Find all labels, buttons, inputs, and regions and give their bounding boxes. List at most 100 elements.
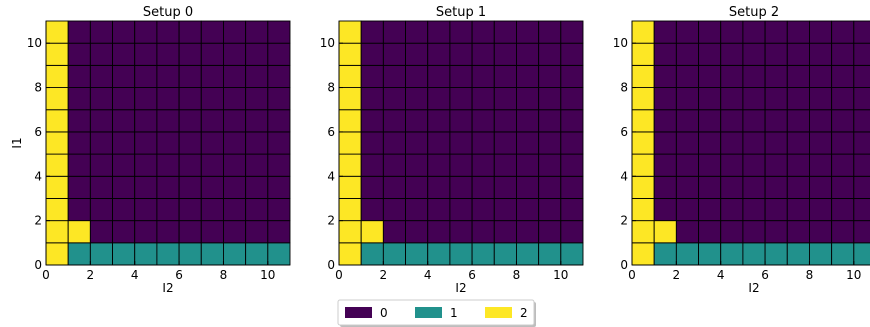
- heatmap-cell: [134, 220, 158, 244]
- heatmap-cell: [698, 64, 722, 88]
- heatmap-cell: [471, 64, 495, 88]
- heatmap-cell: [200, 242, 224, 266]
- heatmap-cell: [742, 175, 766, 199]
- heatmap-cell: [786, 220, 810, 244]
- heatmap-cell: [382, 198, 406, 222]
- heatmap-cell: [653, 153, 677, 177]
- heatmap-cell: [653, 175, 677, 199]
- x-tick-label: 2: [380, 268, 388, 282]
- heatmap-cell: [223, 42, 247, 66]
- heatmap-cell: [831, 20, 855, 44]
- heatmap-cell: [156, 87, 180, 111]
- heatmap-cell: [89, 153, 113, 177]
- heatmap-cell: [45, 131, 69, 155]
- heatmap-cell: [698, 220, 722, 244]
- x-tick-label: 0: [42, 268, 50, 282]
- heatmap-cell: [405, 42, 429, 66]
- heatmap-cell: [449, 20, 473, 44]
- heatmap-cell: [89, 87, 113, 111]
- heatmap-cell: [267, 64, 291, 88]
- heatmap-cell: [493, 220, 517, 244]
- heatmap-cell: [742, 220, 766, 244]
- heatmap-cell: [112, 175, 136, 199]
- heatmap-cell: [786, 153, 810, 177]
- heatmap-cell: [405, 153, 429, 177]
- x-tick-label: 2: [673, 268, 681, 282]
- heatmap-cell: [178, 109, 202, 133]
- y-tick-label: 2: [327, 214, 335, 228]
- chart-panel-0: 0 2 4 6 8 10 0 2 4 6 8 10 Setup 0 I2 I1: [10, 5, 291, 295]
- y-tick-label: 6: [34, 125, 42, 139]
- heatmap-cell: [427, 242, 451, 266]
- heatmap-cell: [631, 109, 655, 133]
- heatmap-cell: [449, 87, 473, 111]
- heatmap-cell: [134, 131, 158, 155]
- heatmap-cell: [267, 20, 291, 44]
- heatmap-cell: [742, 42, 766, 66]
- heatmap-cell: [245, 64, 269, 88]
- heatmap-cell: [382, 153, 406, 177]
- heatmap-cell: [675, 198, 699, 222]
- heatmap-cell: [178, 64, 202, 88]
- heatmap-cell: [493, 87, 517, 111]
- x-tick-label: 4: [131, 268, 139, 282]
- heatmap-cell: [471, 42, 495, 66]
- heatmap-cell: [516, 64, 540, 88]
- heatmap-cell: [720, 64, 744, 88]
- heatmap-cell: [809, 175, 833, 199]
- heatmap-cell: [382, 109, 406, 133]
- heatmap-cell: [67, 153, 91, 177]
- heatmap-cell: [67, 109, 91, 133]
- heatmap-cell: [698, 20, 722, 44]
- heatmap-cell: [853, 87, 870, 111]
- heatmap-cell: [471, 198, 495, 222]
- heatmap-cell: [200, 109, 224, 133]
- heatmap-cell: [653, 42, 677, 66]
- heatmap-cell: [786, 42, 810, 66]
- heatmap-cell: [742, 198, 766, 222]
- heatmap-cell: [45, 87, 69, 111]
- heatmap-cell: [200, 131, 224, 155]
- heatmap-cell: [338, 42, 362, 66]
- heatmap-cell: [831, 131, 855, 155]
- x-tick-label: 8: [806, 268, 814, 282]
- heatmap-cell: [449, 242, 473, 266]
- heatmap-cell: [360, 87, 384, 111]
- heatmap-cell: [493, 175, 517, 199]
- heatmap-cell: [67, 198, 91, 222]
- heatmap-cell: [382, 87, 406, 111]
- heatmap-cell: [853, 42, 870, 66]
- heatmap-cell: [360, 242, 384, 266]
- heatmap-cell: [223, 131, 247, 155]
- heatmap-cell: [223, 109, 247, 133]
- heatmap-cell: [786, 87, 810, 111]
- heatmap-cell: [338, 175, 362, 199]
- heatmap-cell: [382, 175, 406, 199]
- heatmap-cell: [200, 64, 224, 88]
- y-tick-label: 10: [320, 36, 335, 50]
- legend: 0 1 2: [337, 299, 536, 327]
- heatmap-cell: [809, 153, 833, 177]
- heatmap-cell: [764, 42, 788, 66]
- heatmap-cell: [698, 87, 722, 111]
- heatmap-cell: [653, 109, 677, 133]
- heatmap-cell: [698, 175, 722, 199]
- heatmap-cell: [449, 153, 473, 177]
- heatmap-cell: [560, 153, 584, 177]
- heatmap-cell: [45, 198, 69, 222]
- heatmap-cell: [698, 242, 722, 266]
- heatmap-cell: [245, 109, 269, 133]
- heatmap-cell: [156, 20, 180, 44]
- x-tick-label: 8: [220, 268, 228, 282]
- heatmap-cell: [245, 198, 269, 222]
- heatmap-cell: [178, 242, 202, 266]
- heatmap-cell: [516, 131, 540, 155]
- x-tick-label: 6: [175, 268, 183, 282]
- heatmap-cell: [653, 64, 677, 88]
- heatmap-cell: [720, 198, 744, 222]
- y-tick-label: 6: [327, 125, 335, 139]
- heatmap-cell: [112, 109, 136, 133]
- heatmap-cell: [223, 198, 247, 222]
- heatmap-cell: [178, 87, 202, 111]
- heatmap-cell: [786, 198, 810, 222]
